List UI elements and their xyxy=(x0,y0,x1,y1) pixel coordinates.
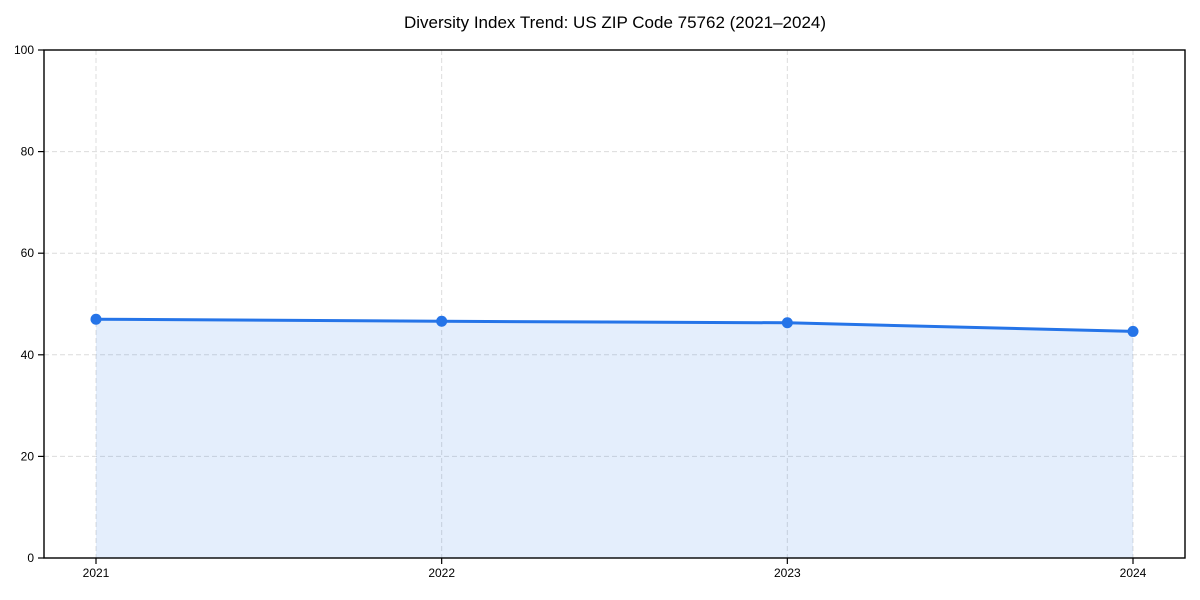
x-tick-label: 2023 xyxy=(774,566,801,580)
x-tick-label: 2021 xyxy=(83,566,110,580)
x-tick-label: 2024 xyxy=(1120,566,1147,580)
data-point-2022 xyxy=(436,315,448,327)
y-tick-label: 60 xyxy=(21,246,35,260)
y-tick-label: 40 xyxy=(21,348,35,362)
plot-border xyxy=(43,49,1186,559)
y-tick-label: 80 xyxy=(21,145,35,159)
y-tick-label: 100 xyxy=(14,43,34,57)
area-fill xyxy=(96,319,1133,558)
x-tick-label: 2022 xyxy=(428,566,455,580)
data-point-2023 xyxy=(781,317,793,329)
data-point-2024 xyxy=(1127,325,1139,337)
y-tick-label: 0 xyxy=(27,551,34,565)
data-point-2021 xyxy=(90,313,102,325)
y-tick-label: 20 xyxy=(21,449,35,463)
trend-line xyxy=(94,317,1135,333)
chart-title: Diversity Index Trend: US ZIP Code 75762… xyxy=(404,13,826,32)
